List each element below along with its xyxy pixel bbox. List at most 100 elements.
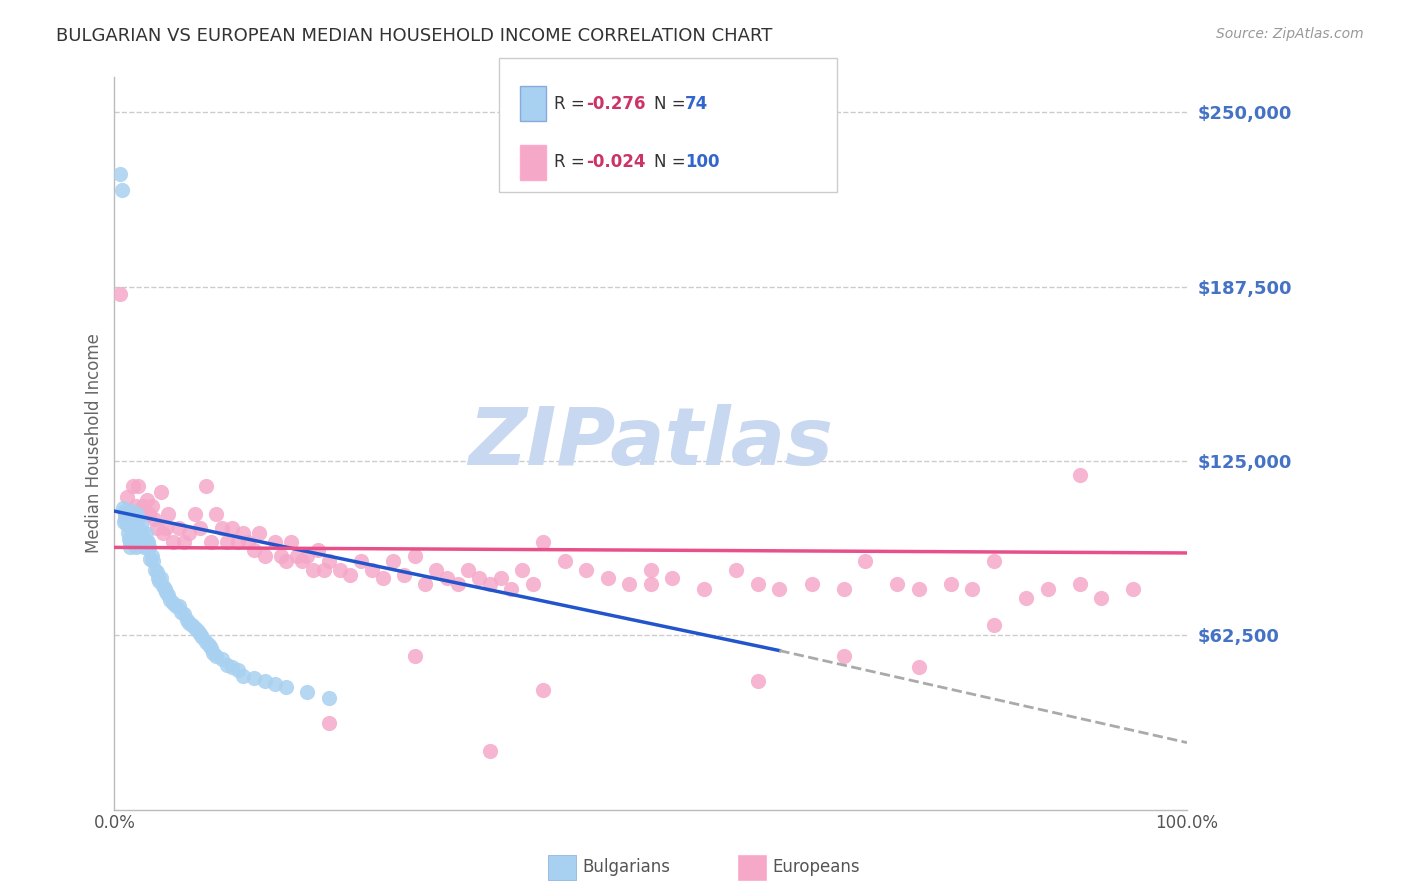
Point xyxy=(415,576,437,591)
Point xyxy=(141,549,163,563)
Point xyxy=(142,554,165,568)
Point xyxy=(661,571,683,585)
Point xyxy=(619,576,641,591)
Point xyxy=(226,534,249,549)
Point xyxy=(274,680,297,694)
Point xyxy=(350,554,373,568)
Point xyxy=(132,534,155,549)
Point xyxy=(301,563,323,577)
Point xyxy=(162,596,184,610)
Point xyxy=(120,534,142,549)
Point xyxy=(510,563,533,577)
Point xyxy=(135,541,157,555)
Point xyxy=(221,660,243,674)
Point xyxy=(176,613,198,627)
Text: 100: 100 xyxy=(685,153,720,171)
Point xyxy=(191,630,214,644)
Point xyxy=(478,576,501,591)
Point xyxy=(371,571,394,585)
Point xyxy=(146,566,169,580)
Point xyxy=(800,576,823,591)
Point xyxy=(264,534,287,549)
Point xyxy=(533,682,555,697)
Point xyxy=(138,541,160,555)
Point xyxy=(124,532,146,546)
Point xyxy=(939,576,962,591)
Point xyxy=(125,507,148,521)
Point xyxy=(157,507,180,521)
Point xyxy=(159,593,181,607)
Text: R =: R = xyxy=(554,95,591,112)
Point xyxy=(149,571,172,585)
Point xyxy=(215,534,238,549)
Point xyxy=(143,512,166,526)
Point xyxy=(117,526,139,541)
Point xyxy=(155,585,177,599)
Point xyxy=(886,576,908,591)
Text: BULGARIAN VS EUROPEAN MEDIAN HOUSEHOLD INCOME CORRELATION CHART: BULGARIAN VS EUROPEAN MEDIAN HOUSEHOLD I… xyxy=(56,27,773,45)
Point xyxy=(318,690,340,705)
Point xyxy=(173,534,195,549)
Point xyxy=(768,582,790,597)
Point xyxy=(155,521,177,535)
Point xyxy=(291,554,314,568)
Point xyxy=(131,526,153,541)
Point xyxy=(184,507,207,521)
Point xyxy=(983,618,1005,632)
Point xyxy=(117,490,139,504)
Point xyxy=(194,479,217,493)
Point xyxy=(747,674,769,689)
Point xyxy=(983,554,1005,568)
Text: N =: N = xyxy=(654,95,690,112)
Point xyxy=(243,672,266,686)
Point xyxy=(188,521,211,535)
Point xyxy=(136,534,159,549)
Point xyxy=(226,663,249,677)
Point xyxy=(205,649,228,664)
Point xyxy=(117,518,139,533)
Point xyxy=(280,534,302,549)
Point xyxy=(194,635,217,649)
Point xyxy=(139,551,162,566)
Point xyxy=(307,543,329,558)
Point xyxy=(122,521,145,535)
Point xyxy=(149,484,172,499)
Point xyxy=(832,582,855,597)
Point xyxy=(127,521,149,535)
Point xyxy=(478,744,501,758)
Point xyxy=(114,504,136,518)
Point xyxy=(179,526,201,541)
Point xyxy=(318,554,340,568)
Point xyxy=(725,563,748,577)
Point xyxy=(157,588,180,602)
Text: Bulgarians: Bulgarians xyxy=(582,858,671,876)
Point xyxy=(173,607,195,622)
Point xyxy=(202,646,225,660)
Point xyxy=(153,582,176,597)
Point xyxy=(908,660,931,674)
Point xyxy=(382,554,405,568)
Point xyxy=(404,649,426,664)
Point xyxy=(457,563,479,577)
Point xyxy=(853,554,876,568)
Point xyxy=(1015,591,1038,605)
Point xyxy=(297,685,319,699)
Point xyxy=(114,512,136,526)
Point xyxy=(138,507,160,521)
Point xyxy=(297,549,319,563)
Point xyxy=(215,657,238,672)
Point xyxy=(121,512,143,526)
Point xyxy=(188,627,211,641)
Point xyxy=(167,599,190,613)
Point xyxy=(596,571,619,585)
Text: -0.276: -0.276 xyxy=(586,95,645,112)
Point xyxy=(832,649,855,664)
Point xyxy=(489,571,512,585)
Point xyxy=(129,518,152,533)
Point xyxy=(1122,582,1144,597)
Text: ZIPatlas: ZIPatlas xyxy=(468,404,834,483)
Point xyxy=(205,507,228,521)
Point xyxy=(184,621,207,635)
Point xyxy=(148,571,170,585)
Point xyxy=(501,582,523,597)
